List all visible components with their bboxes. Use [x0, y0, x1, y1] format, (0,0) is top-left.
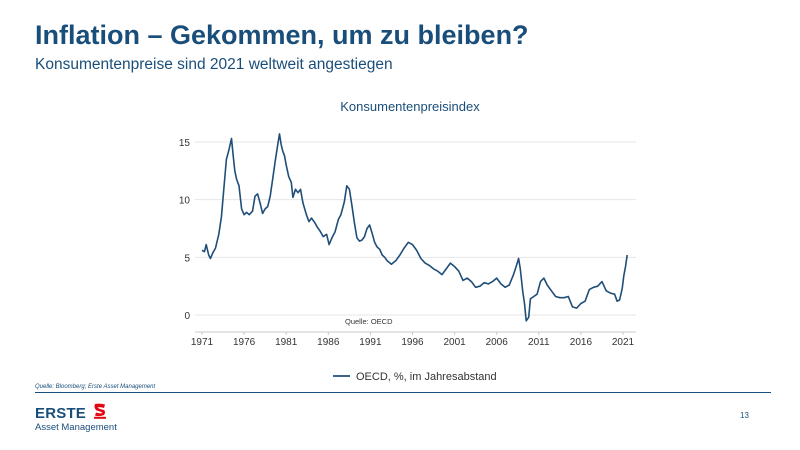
chart-title: Konsumentenpreisindex	[340, 99, 480, 114]
x-tick-label: 1991	[359, 337, 382, 348]
x-tick-label: 2006	[486, 337, 509, 348]
x-tick-label: 1996	[401, 337, 424, 348]
erste-s-icon	[93, 403, 107, 424]
x-tick-label: 2021	[612, 337, 635, 348]
x-tick-label: 1976	[233, 337, 256, 348]
footer-divider	[35, 392, 771, 393]
x-tick-label: 1971	[191, 337, 214, 348]
slide-subtitle: Konsumentenpreise sind 2021 weltweit ang…	[35, 56, 393, 73]
y-tick-label: 5	[184, 253, 190, 264]
x-tick-label: 1981	[275, 337, 298, 348]
x-tick-label: 1986	[317, 337, 340, 348]
x-tick-label: 2001	[443, 337, 466, 348]
erste-logo: ERSTE Asset Management	[35, 403, 117, 433]
page-number: 13	[740, 411, 749, 420]
chart-annotation: Quelle: OECD	[345, 317, 393, 326]
logo-subtitle: Asset Management	[35, 422, 117, 433]
legend-label: OECD, %, im Jahresabstand	[356, 371, 497, 383]
y-tick-label: 10	[179, 196, 191, 207]
source-note: Quelle: Bloomberg; Erste Asset Managemen…	[35, 384, 156, 390]
y-axis-ticks: 0 5 10 15	[179, 138, 191, 322]
chart-series	[201, 133, 628, 322]
cpi-line-chart: 0 5 10 15 1971 1976 1981 1986 1991 1996 2001 2006 2…	[179, 133, 636, 383]
x-tick-label: 2011	[528, 337, 550, 348]
logo-wordmark: ERSTE	[35, 405, 87, 422]
x-tick-label: 2016	[570, 337, 593, 348]
series-line-oecd	[201, 133, 628, 322]
chart-gridlines	[195, 141, 636, 316]
y-tick-label: 15	[179, 138, 191, 149]
y-tick-label: 0	[184, 311, 190, 322]
chart-legend: OECD, %, im Jahresabstand	[333, 371, 497, 383]
slide-title: Inflation – Gekommen, um zu bleiben?	[35, 20, 529, 50]
x-axis-ticks: 1971 1976 1981 1986 1991 1996 2001 2006 2011 2016…	[191, 332, 635, 348]
